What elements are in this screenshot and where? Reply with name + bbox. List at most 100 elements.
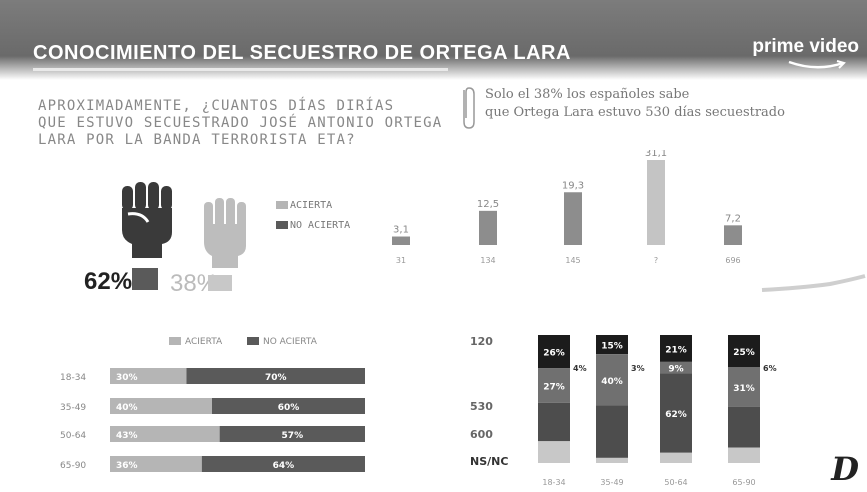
row-label: 600	[470, 428, 493, 441]
row-label: 530	[470, 400, 493, 413]
bar	[392, 236, 410, 245]
category-label: 696	[725, 256, 740, 265]
bar	[479, 210, 497, 245]
segment-value-label: 9%	[668, 365, 683, 375]
acierta-value-label: 30%	[116, 373, 138, 383]
title-underline	[33, 68, 448, 71]
stack-segment	[660, 361, 692, 374]
acierta-bar	[208, 275, 232, 291]
segment-value-label: 27%	[543, 383, 565, 393]
legend-label: ACIERTA	[185, 337, 223, 347]
stack-segment	[728, 447, 760, 463]
row-label: NS/NC	[470, 455, 508, 468]
acierta-value-label: 36%	[116, 461, 138, 471]
bar-value-label: 12,5	[477, 199, 499, 210]
open-hand-icon	[204, 198, 246, 268]
bar-value-label: 31,1	[645, 150, 667, 159]
question-text: APROXIMADAMENTE, ¿CUANTOS DÍAS DIRÍAS QU…	[38, 98, 442, 149]
no-acierta-bar	[219, 426, 365, 442]
legend-label: NO ACIERTA	[263, 337, 318, 347]
stack-segment	[728, 406, 760, 448]
acierta-bar	[110, 398, 212, 414]
days-guess-bar-chart: 3,1 31 12,5 134 19,3 145 31,1? 7,2 696	[392, 150, 742, 265]
category-label: 35-49	[600, 478, 623, 487]
question-line: APROXIMADAMENTE, ¿CUANTOS DÍAS DIRÍAS	[38, 98, 395, 114]
age-label: 18-34	[60, 373, 86, 383]
row-label: 120	[470, 335, 493, 348]
stack-segment	[660, 335, 692, 362]
age-label: 65-90	[60, 461, 86, 471]
segment-value-label: 40%	[601, 377, 623, 387]
age-label: 50-64	[60, 431, 86, 441]
age-answer-distribution-chart: 120 530 600 NS/NC 26% 27% 4% 18-34 15% 40% 3% 35-49…	[470, 335, 777, 487]
legend-label-acierta: ACIERTA	[290, 200, 333, 211]
no-acierta-value-label: 64%	[273, 461, 295, 471]
stack-segment	[596, 457, 628, 463]
acierta-value-label: 40%	[116, 403, 138, 413]
no-acierta-value-label: 70%	[265, 373, 287, 383]
segment-value-label: 26%	[543, 349, 565, 359]
side-value-label: 6%	[763, 364, 777, 373]
brand-logo: prime video	[752, 36, 859, 57]
stack-segment	[596, 354, 628, 406]
no-acierta-bar	[201, 456, 365, 472]
question-line: QUE ESTUVO SECUESTRADO JOSÉ ANTONIO ORTE…	[38, 115, 443, 131]
note-line: que Ortega Lara estuvo 530 días secuestr…	[485, 105, 785, 120]
acierta-value-label: 43%	[116, 431, 138, 441]
no-acierta-value-label: 60%	[278, 403, 300, 413]
category-label: 145	[565, 256, 580, 265]
smile-arrow-icon	[788, 60, 846, 69]
decorative-brush-stroke	[761, 274, 866, 292]
bar	[564, 192, 582, 245]
segment-value-label: 15%	[601, 342, 623, 352]
highlight-note: Solo el 38% los españoles sabe que Orteg…	[485, 86, 785, 122]
age-accuracy-chart: ACIERTA NO ACIERTA 18-34 30% 70% 35-49 40% 60% 5…	[60, 337, 365, 472]
segment-value-label: 25%	[733, 348, 755, 358]
no-acierta-bar	[186, 368, 365, 384]
category-label: ?	[654, 256, 658, 265]
question-line: LARA POR LA BANDA TERRORISTA ETA?	[38, 132, 356, 148]
bar-value-label: 7,2	[725, 213, 741, 224]
stack-segment	[538, 368, 570, 403]
legend-label-no-acierta: NO ACIERTA	[290, 220, 351, 231]
no-acierta-bar	[212, 398, 365, 414]
age-label: 35-49	[60, 403, 86, 413]
side-value-label: 4%	[573, 364, 587, 373]
stack-segment	[660, 452, 692, 463]
header-banner	[0, 0, 867, 80]
segment-value-label: 62%	[665, 410, 687, 420]
no-acierta-percentage: 62%	[84, 268, 133, 295]
segment-value-label: 31%	[733, 384, 755, 394]
category-label: 65-90	[732, 478, 755, 487]
legend-swatch	[247, 337, 259, 345]
page-title: CONOCIMIENTO DEL SECUESTRO DE ORTEGA LAR…	[33, 42, 571, 64]
category-label: 31	[396, 256, 406, 265]
acierta-bar	[110, 426, 220, 442]
stack-segment	[538, 441, 570, 463]
bar	[647, 160, 665, 245]
side-value-label: 3%	[631, 364, 645, 373]
publisher-logo: D	[831, 450, 859, 488]
stack-segment	[728, 367, 760, 407]
bar-value-label: 3,1	[393, 225, 409, 236]
acierta-bar	[110, 368, 187, 384]
category-label: 134	[480, 256, 495, 265]
bar-value-label: 19,3	[562, 180, 584, 191]
fist-icon	[122, 182, 172, 258]
legend-no-acierta: NO ACIERTA	[276, 220, 350, 231]
legend-swatch-acierta	[276, 201, 288, 209]
paperclip-icon	[463, 87, 475, 129]
category-label: 18-34	[542, 478, 565, 487]
stack-segment	[596, 335, 628, 355]
legend-swatch	[169, 337, 181, 345]
legend-swatch-no-acierta	[276, 221, 288, 229]
stack-segment	[538, 402, 570, 442]
note-line: Solo el 38% los españoles sabe	[485, 87, 690, 102]
stack-segment	[538, 335, 570, 369]
acierta-bar	[110, 456, 202, 472]
no-acierta-bar	[132, 268, 158, 290]
no-acierta-value-label: 57%	[282, 431, 304, 441]
stack-segment	[660, 373, 692, 453]
category-label: 50-64	[664, 478, 687, 487]
legend-acierta: ACIERTA	[276, 200, 332, 211]
